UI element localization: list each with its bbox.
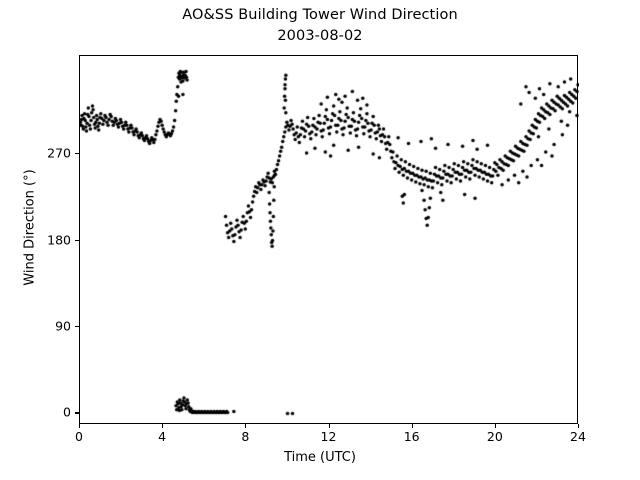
- x-axis-title: Time (UTC): [284, 450, 356, 465]
- y-tick-label: 270: [47, 145, 71, 161]
- plot-area: [79, 55, 579, 425]
- chart-subtitle: 2003-08-02: [277, 28, 363, 44]
- chart-title: AO&SS Building Tower Wind Direction: [182, 7, 458, 23]
- x-tick-label: 24: [570, 429, 586, 444]
- y-tick-label: 90: [55, 318, 71, 334]
- x-tick-mark: [79, 424, 81, 428]
- x-tick-label: 8: [241, 429, 250, 444]
- y-tick-label: 0: [63, 404, 71, 420]
- chart-title-block: AO&SS Building Tower Wind Direction 2003…: [0, 5, 640, 47]
- x-tick-label: 4: [158, 429, 167, 444]
- y-tick-mark: [75, 153, 79, 155]
- x-tick-label: 0: [75, 429, 83, 444]
- y-tick-label: 180: [47, 232, 71, 247]
- x-tick-label: 12: [320, 429, 337, 444]
- y-axis-tick-labels: 0 90 180 270: [26, 0, 71, 480]
- y-tick-mark: [75, 325, 79, 328]
- scatter-plot-canvas: [80, 56, 579, 425]
- y-tick-mark: [75, 239, 79, 241]
- x-tick-mark: [328, 424, 330, 428]
- x-tick-mark: [245, 424, 247, 428]
- x-tick-mark: [162, 424, 164, 428]
- x-tick-mark: [494, 424, 496, 428]
- y-tick-mark: [75, 412, 79, 414]
- x-tick-label: 16: [403, 429, 420, 444]
- x-tick-mark: [411, 424, 413, 428]
- x-tick-mark: [578, 424, 580, 428]
- y-axis-title: Wind Direction (°): [22, 169, 38, 286]
- x-tick-label: 20: [486, 429, 503, 444]
